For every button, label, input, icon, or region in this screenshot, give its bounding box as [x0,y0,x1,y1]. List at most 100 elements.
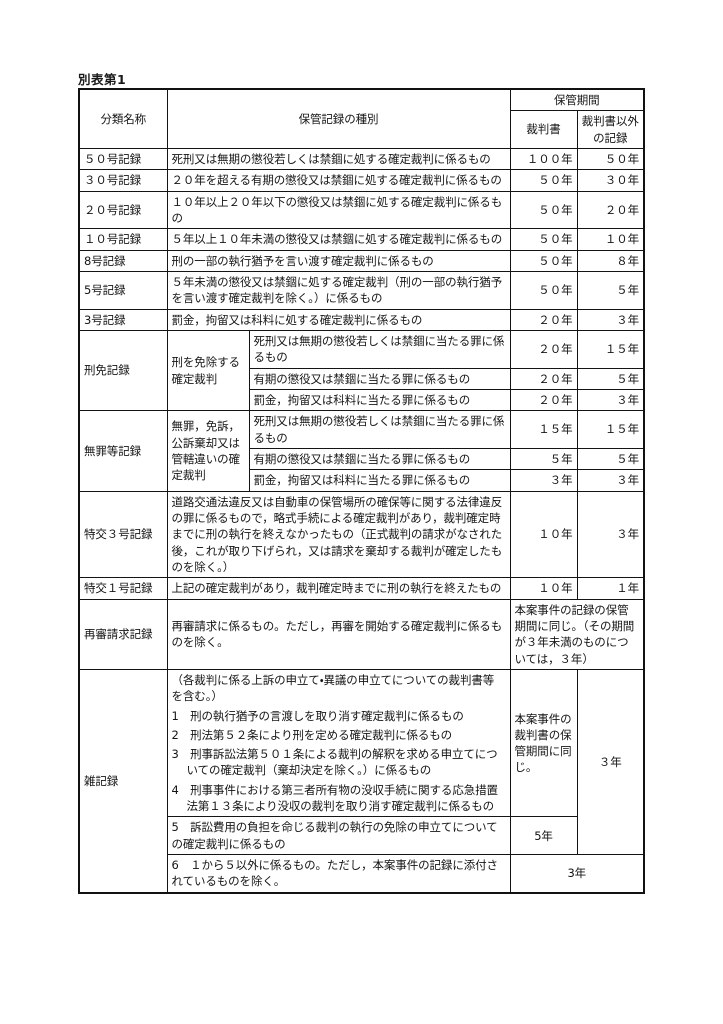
table-row: 特交３号記録 道路交通法違反又は自動車の保管場所の確保等に関する法律違反の罪に係… [78,490,645,579]
row-kind: 道路交通法違反又は自動車の保管場所の確保等に関する法律違反の罪に係るもので，略式… [166,490,511,579]
row-kind: 罰金，拘留又は科料に当たる罪に係るもの [248,388,511,412]
table-row: 5 訴訟費用の負担を命じる裁判の執行の免除の申立てについての確定裁判に係るもの … [79,816,644,856]
table-row: ２０号記録 １０年以上２０年以下の懲役又は禁錮に処する確定裁判に係るもの ５０年… [78,190,645,230]
row-kind: 刑の一部の執行猶予を言い渡す確定裁判に係るもの [166,249,511,272]
row-other-years: １年 [576,577,645,600]
table-row: 罰金，拘留又は科料に当たる罪に係るもの ２０年 ３年 [79,388,645,412]
row-other-years: ２０年 [576,190,645,230]
row-kind: 6 １から５以外に係るもの。ただし，本案事件の記録に添付されているものを除く。 [166,854,511,894]
table-row: ５０号記録 死刑又は無期の懲役若しくは禁錮に処する確定裁判に係るもの １００年 … [78,147,645,171]
row-judgment-years: ２０年 [509,308,578,331]
row-kind: ２０年を超える有期の懲役又は禁錮に処する確定裁判に係るもの [166,169,511,192]
zatsu-item-2: 2 刑法第５２条により刑を定める確定裁判に係るもの [171,727,453,742]
table-row: 再審請求記録 再審請求に係るもの。ただし，再審を開始する確定裁判に係るものを除く… [78,598,645,670]
row-other-years: ８年 [576,249,645,272]
row-judgment-years: ５０年 [509,169,578,192]
row-judgment-years: ２０年 [509,367,578,390]
table-row: １０号記録 ５年以上１０年未満の懲役又は禁錮に処する確定裁判に係るもの ５０年 … [78,228,645,251]
zatsu-item-4: 4 刑事事件における第三者所有物の没収手続に関する応急措置法第１３条により没収の… [171,782,499,814]
row-kind: ５年未満の懲役又は禁錮に処する確定裁判（刑の一部の執行猶予を言い渡す確定裁判を除… [166,270,511,310]
zatsu-item-3: 3 刑事訴訟法第５０１条による裁判の解釈を求める申立てについての確定裁判（棄却決… [171,747,498,778]
row-judgment-years: １０年 [509,577,578,600]
row-judgment-years: ５年 [509,447,578,471]
row-other-years: １０年 [576,228,645,251]
table-row: 8号記録 刑の一部の執行猶予を言い渡す確定裁判に係るもの ５０年 ８年 [78,249,645,272]
header-judgment-doc: 裁判書 [509,110,578,149]
row-period: 3年 [509,854,645,894]
sheet-label: 別表第1 [78,72,127,87]
row-kind: 罰金，拘留又は科料に処する確定裁判に係るもの [166,308,511,331]
table-row: 有期の懲役又は禁錮に当たる罪に係るもの ５年 ５年 [79,447,645,471]
row-category: 3号記録 [78,308,168,331]
row-category: 再審請求記録 [78,598,168,670]
row-judgment-years: 5年 [509,816,578,856]
row-judgment-years: ５０年 [509,228,578,251]
row-other-years: ３年 [576,668,645,856]
row-kind: ５年以上１０年未満の懲役又は禁錮に処する確定裁判に係るもの [166,228,511,251]
table-row: 6 １から５以外に係るもの。ただし，本案事件の記録に添付されているものを除く。 … [79,854,645,894]
table-row: 3号記録 罰金，拘留又は科料に処する確定裁判に係るもの ２０年 ３年 [78,308,645,331]
row-category: 特交３号記録 [78,490,168,579]
row-other-years: ３年 [576,308,645,331]
row-judgment-years: １５年 [509,410,578,449]
row-kind: （各裁判に係る上訴の申立て・異議の申立てについての裁判書等を含む。） 1 刑の執… [166,668,511,818]
row-other-years: １５年 [576,329,645,369]
row-judgment-years: ２０年 [509,329,578,369]
table-row: 5号記録 ５年未満の懲役又は禁錮に処する確定裁判（刑の一部の執行猶予を言い渡す確… [78,270,645,310]
table-row: 有期の懲役又は禁錮に当たる罪に係るもの ２０年 ５年 [79,367,645,390]
row-kind: 上記の確定裁判があり，裁判確定時までに刑の執行を終えたもの [166,577,511,600]
row-category: 刑免記録 [78,329,168,412]
retention-schedule-table: 分類名称 保管記録の種別 保管期間 裁判書 裁判書以外の記録 ５０号記録 死刑又… [78,88,646,894]
header-retention-period: 保管期間 [509,88,645,112]
row-category: １０号記録 [78,228,168,251]
row-other-years: ３年 [576,388,645,412]
row-other-years: １５年 [576,410,645,449]
table-header-row-1: 分類名称 保管記録の種別 保管期間 [78,88,645,149]
header-category: 分類名称 [78,88,168,149]
row-other-years: ３０年 [576,169,645,192]
row-other-years: ５年 [576,367,645,390]
row-kind: 死刑又は無期の懲役若しくは禁錮に当たる罪に係るもの [248,329,511,369]
row-judgment-years: ５０年 [509,270,578,310]
table-header-row-2: 裁判書 裁判書以外の記録 [79,110,645,149]
row-judgment-note: 本案事件の裁判書の保管期間に同じ。 [509,668,578,818]
row-category: 雑記録 [78,668,168,894]
zatsu-item-1: 1 刑の執行猶予の言渡しを取り消す確定裁判に係るもの [171,708,464,723]
table-row: ３０号記録 ２０年を超える有期の懲役又は禁錮に処する確定裁判に係るもの ５０年 … [78,169,645,192]
row-other-years: ５年 [576,270,645,310]
row-kind: 有期の懲役又は禁錮に当たる罪に係るもの [248,367,511,390]
row-period-note: 本案事件の記録の保管期間に同じ。（その期間が３年未満のものについては，３年） [509,598,645,670]
table-row: 無罪等記録 無罪，免訴，公訴棄却又は管轄違いの確定裁判 死刑又は無期の懲役若しく… [78,410,645,492]
row-category: 無罪等記録 [78,410,168,492]
row-other-years: ５０年 [576,147,645,171]
header-record-kind: 保管記録の種別 [166,88,511,149]
row-kind: 罰金，拘留又は科料に当たる罪に係るもの [248,469,511,492]
row-kind: １０年以上２０年以下の懲役又は禁錮に処する確定裁判に係るもの [166,190,511,230]
row-category: ２０号記録 [78,190,168,230]
row-judgment-years: ５０年 [509,249,578,272]
row-judgment-years: １００年 [509,147,578,171]
row-other-years: ３年 [576,469,645,492]
table-row: 雑記録 （各裁判に係る上訴の申立て・異議の申立てについての裁判書等を含む。） 1… [78,668,645,894]
row-subcategory: 刑を免除する確定裁判 [166,329,250,412]
row-category: 特交１号記録 [78,577,168,600]
row-judgment-years: ２０年 [509,388,578,412]
row-other-years: ５年 [576,447,645,471]
row-subcategory: 無罪，免訴，公訴棄却又は管轄違いの確定裁判 [166,410,250,492]
row-kind: 有期の懲役又は禁錮に当たる罪に係るもの [248,447,511,471]
row-category: ３０号記録 [78,169,168,192]
header-other-records: 裁判書以外の記録 [576,110,645,149]
zatsu-lead: （各裁判に係る上訴の申立て・異議の申立てについての裁判書等を含む。） [171,672,495,704]
row-category: 8号記録 [78,249,168,272]
row-kind: 死刑又は無期の懲役若しくは禁錮に当たる罪に係るもの [248,410,511,449]
row-kind: 再審請求に係るもの。ただし，再審を開始する確定裁判に係るものを除く。 [166,598,511,670]
row-kind: 5 訴訟費用の負担を命じる裁判の執行の免除の申立てについての確定裁判に係るもの [166,816,511,856]
row-judgment-years: ３年 [509,469,578,492]
row-kind: 死刑又は無期の懲役若しくは禁錮に処する確定裁判に係るもの [166,147,511,171]
row-category: 5号記録 [78,270,168,310]
row-category: ５０号記録 [78,147,168,171]
table-row: 罰金，拘留又は科料に当たる罪に係るもの ３年 ３年 [79,469,645,492]
table-row: 刑免記録 刑を免除する確定裁判 死刑又は無期の懲役若しくは禁錮に当たる罪に係るも… [78,329,645,412]
table-row: 特交１号記録 上記の確定裁判があり，裁判確定時までに刑の執行を終えたもの １０年… [78,577,645,600]
